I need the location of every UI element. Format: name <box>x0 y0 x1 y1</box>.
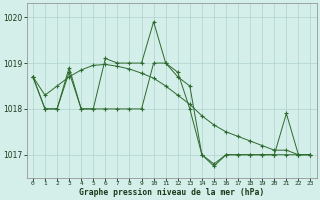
X-axis label: Graphe pression niveau de la mer (hPa): Graphe pression niveau de la mer (hPa) <box>79 188 264 197</box>
